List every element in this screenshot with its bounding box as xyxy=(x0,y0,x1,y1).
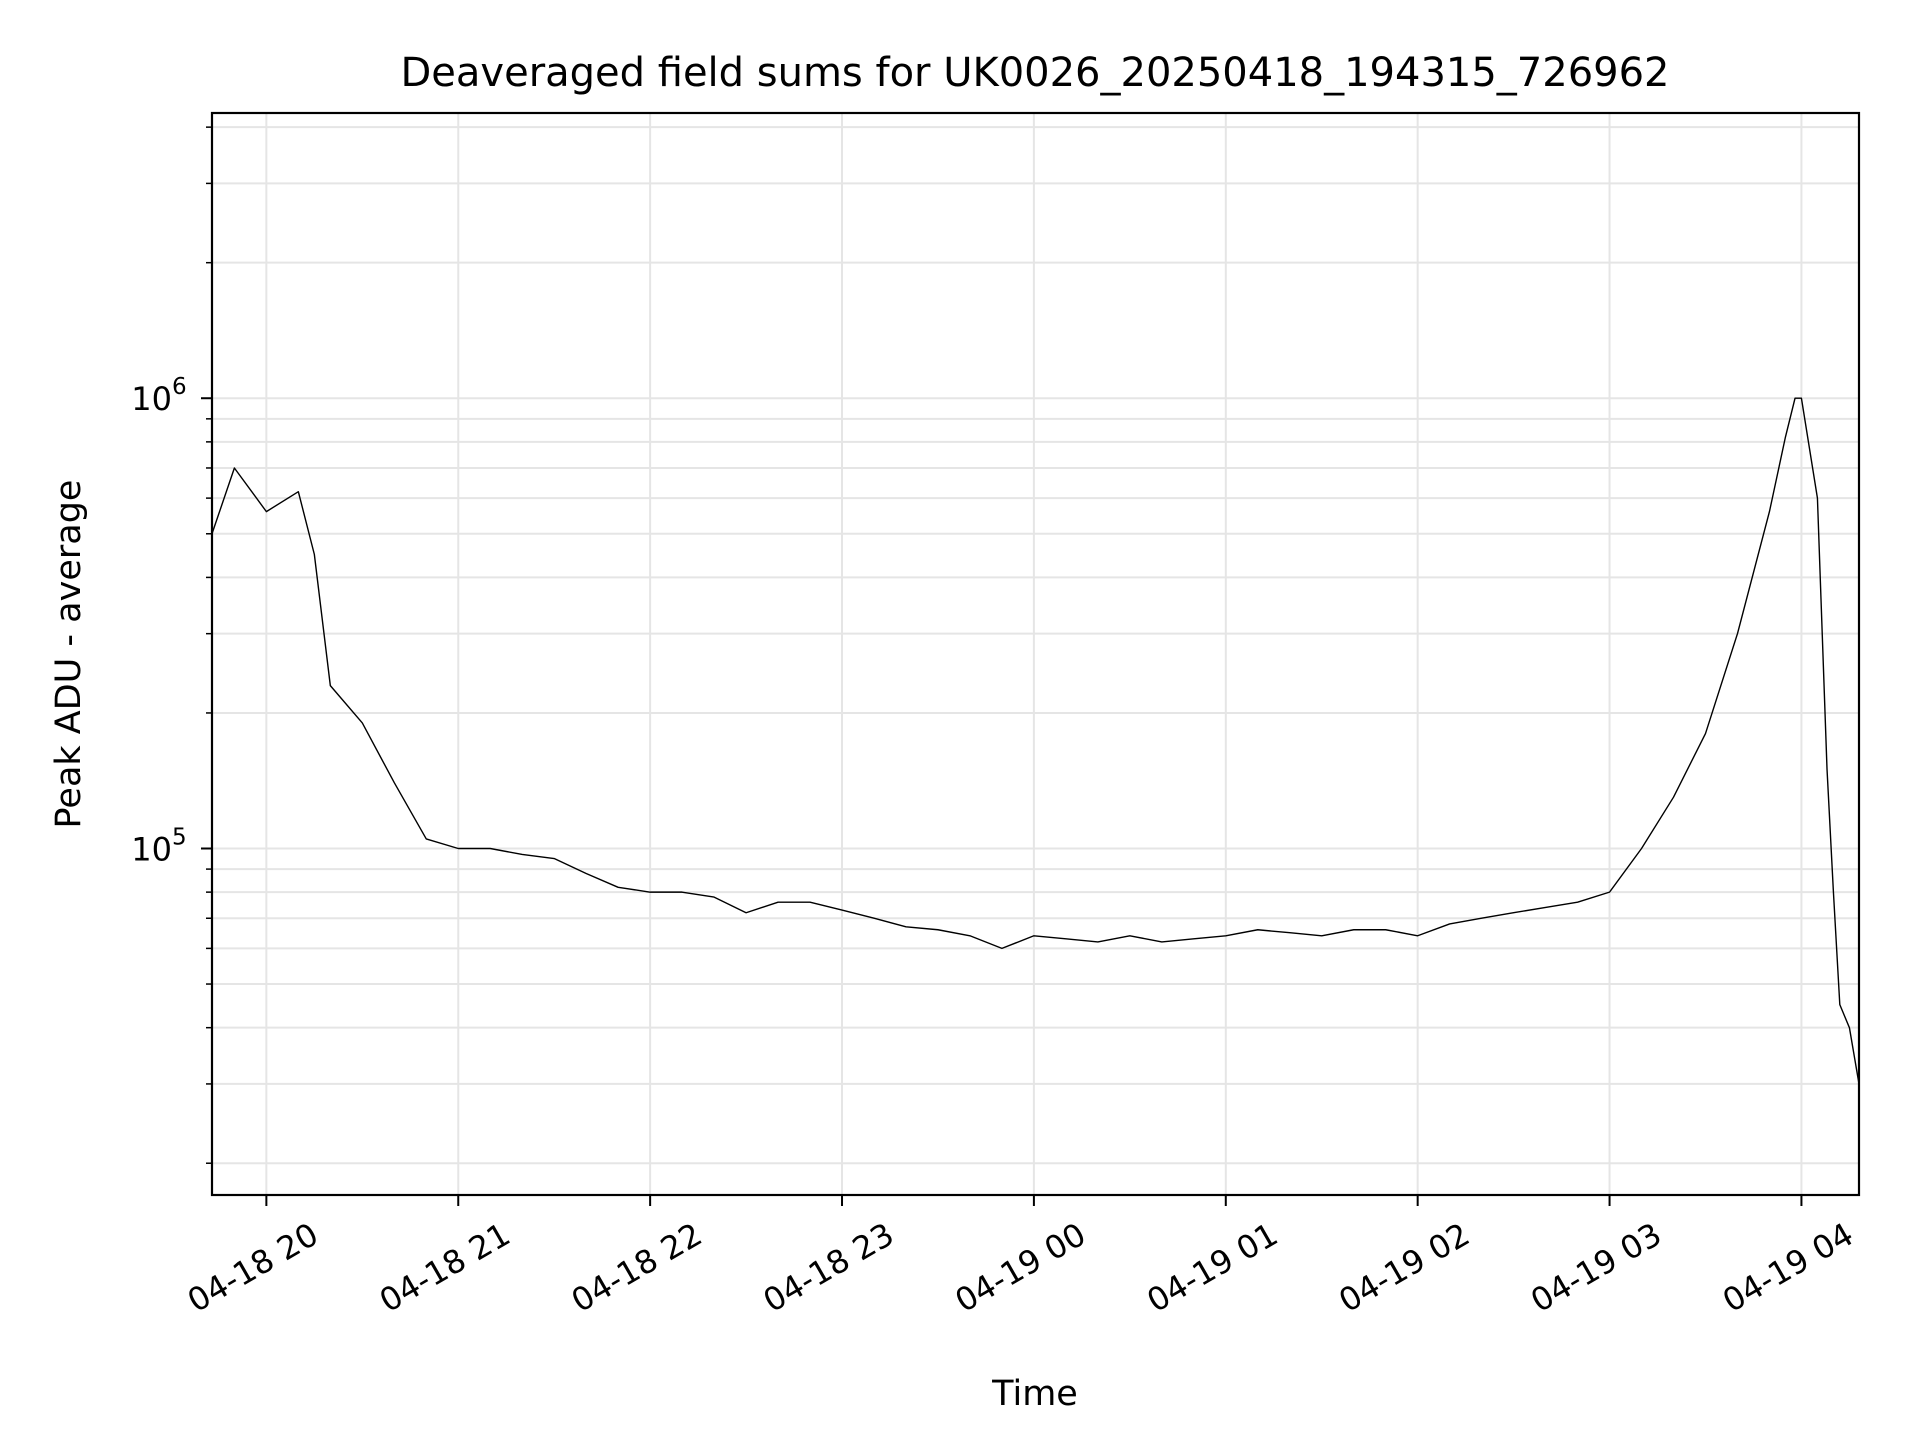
x-axis-label: Time xyxy=(991,1374,1078,1414)
plot-area xyxy=(212,113,1859,1195)
y-axis-label: Peak ADU - average xyxy=(49,480,89,829)
y-tick-base: 10 xyxy=(131,380,172,418)
chart-title: Deaveraged field sums for UK0026_2025041… xyxy=(400,50,1669,96)
y-tick-label: 10 xyxy=(131,830,172,868)
y-tick-exponent: 5 xyxy=(172,824,187,850)
grid-lines xyxy=(212,113,1859,1195)
plot-frame xyxy=(210,111,1861,1197)
y-tick-label: 10 xyxy=(131,380,172,418)
series-line xyxy=(211,397,1860,1085)
y-tick-base: 10 xyxy=(131,830,172,868)
y-tick-exponent: 6 xyxy=(172,374,187,400)
series-layer xyxy=(211,397,1860,1085)
